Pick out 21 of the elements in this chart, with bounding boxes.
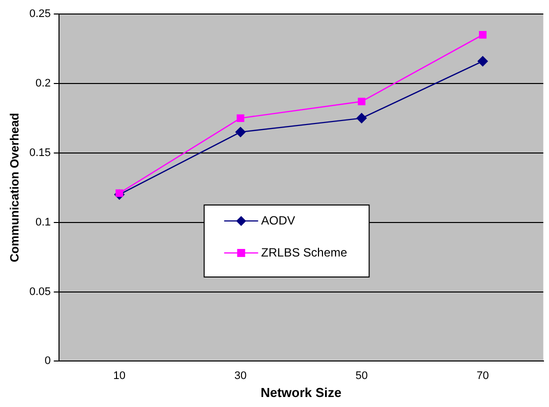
x-axis-title: Network Size (260, 384, 342, 400)
x-tick-label: 70 (476, 370, 489, 382)
point (478, 31, 487, 39)
y-tick-label: 0.2 (36, 77, 51, 90)
point (478, 56, 488, 66)
y-tick-label: 0 (44, 355, 51, 368)
y-tick-label: 0.25 (29, 8, 51, 20)
point (236, 114, 244, 122)
point (356, 113, 367, 124)
point (358, 98, 366, 106)
y-tick-label: 0.05 (29, 286, 51, 298)
point (235, 126, 246, 138)
legend-label: AODV (261, 213, 296, 228)
y-tick-label: 0.1 (36, 216, 51, 228)
x-tick-label: 30 (234, 370, 247, 382)
y-axis-title: Communication Overhead (8, 112, 22, 262)
point (116, 189, 124, 197)
x-tick-label: 50 (355, 370, 368, 382)
x-tick-label: 10 (113, 370, 126, 382)
y-tick-label: 0.15 (29, 146, 51, 159)
legend-label: ZRLBS Scheme (261, 245, 348, 260)
